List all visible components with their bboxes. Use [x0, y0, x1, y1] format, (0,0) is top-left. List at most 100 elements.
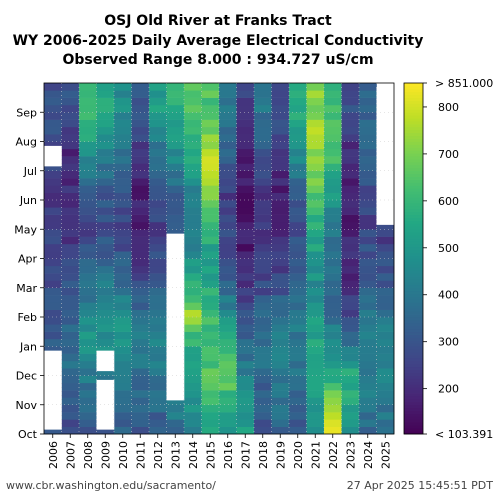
heatmap-cell [254, 97, 272, 106]
heatmap-cell [184, 221, 202, 230]
x-tick-label-2011: 2011 [134, 441, 147, 469]
heatmap-cell [149, 148, 167, 157]
x-tick-label-2024: 2024 [362, 441, 375, 469]
heatmap-cell [219, 309, 237, 318]
colorbar-segment [404, 159, 423, 163]
heatmap-cell [96, 90, 115, 98]
y-tick-label-nov: Nov [16, 399, 38, 412]
heatmap-cell [96, 97, 115, 106]
heatmap-cell [79, 324, 97, 332]
heatmap-cell [219, 192, 237, 201]
heatmap-cell [306, 331, 325, 340]
heatmap-cell [271, 404, 290, 413]
heatmap-cell [254, 295, 272, 303]
heatmap-cell [254, 221, 272, 230]
heatmap-cell [149, 295, 167, 303]
heatmap-cell [306, 382, 325, 391]
heatmap-cell [184, 390, 202, 398]
colorbar-segment [404, 132, 423, 137]
heatmap-cell [149, 324, 167, 332]
heatmap-cell [201, 265, 220, 274]
x-tick-label-2008: 2008 [82, 441, 95, 469]
heatmap-cell [166, 200, 185, 208]
heatmap-cell [114, 426, 132, 435]
heatmap-cell [201, 178, 220, 186]
heatmap-cell [324, 134, 342, 142]
heatmap-column-2017 [236, 83, 255, 435]
heatmap-cell [96, 280, 115, 289]
heatmap-column-2019 [271, 83, 290, 435]
heatmap-cell [166, 214, 185, 223]
heatmap-cell [166, 104, 185, 113]
heatmap-cell [341, 375, 360, 384]
heatmap-cell [359, 141, 377, 150]
heatmap-cell [271, 353, 290, 362]
heatmap-cell [341, 104, 360, 113]
x-tick-label-2016: 2016 [222, 441, 235, 469]
colorbar-segment [404, 366, 423, 371]
heatmap-cell [44, 97, 62, 106]
colorbar-segment [404, 164, 423, 169]
heatmap-cell [131, 368, 150, 376]
heatmap-cell [289, 178, 307, 186]
heatmap-cell [306, 390, 325, 398]
heatmap-cell [236, 258, 255, 267]
heatmap-cell [306, 353, 325, 362]
heatmap-cell [184, 156, 202, 164]
heatmap-cell [341, 214, 360, 223]
heatmap-cell [79, 83, 97, 91]
heatmap-cell [271, 178, 290, 186]
heatmap-cell [114, 331, 132, 340]
heatmap-cell [289, 317, 307, 325]
heatmap-cell [79, 265, 97, 274]
heatmap-cell [289, 353, 307, 362]
heatmap-cell [131, 170, 150, 179]
heatmap-cell [201, 258, 220, 267]
heatmap-cell [201, 236, 220, 245]
colorbar-tick-label: 200 [438, 383, 459, 396]
heatmap-cell [359, 214, 377, 223]
heatmap-cell [341, 178, 360, 186]
heatmap-cell [149, 265, 167, 274]
heatmap-cell [289, 404, 307, 413]
heatmap-cell [219, 331, 237, 340]
heatmap-cell [289, 112, 307, 120]
heatmap-column-2011 [131, 83, 150, 435]
heatmap-cell [131, 185, 150, 193]
heatmap-cell [149, 258, 167, 267]
heatmap-cell [61, 126, 80, 135]
colorbar-segment [404, 267, 423, 271]
heatmap-cell [376, 338, 395, 347]
heatmap-cell [61, 375, 80, 384]
heatmap-cell [184, 229, 202, 237]
heatmap-cell [166, 112, 185, 120]
heatmap-cell [44, 214, 62, 223]
heatmap-cell [376, 360, 395, 369]
heatmap-cell [149, 243, 167, 252]
heatmap-cell [131, 104, 150, 113]
heatmap-cell [96, 273, 115, 281]
heatmap-cell [79, 112, 97, 120]
colorbar-segment [404, 200, 423, 204]
colorbar-segment [404, 153, 423, 157]
heatmap-cell [219, 229, 237, 237]
x-tick-label-2025: 2025 [379, 441, 392, 469]
heatmap-cell [236, 302, 255, 310]
heatmap-cell [131, 412, 150, 420]
heatmap-cell [219, 426, 237, 435]
heatmap-cell [376, 412, 395, 420]
heatmap-cell [306, 178, 325, 186]
heatmap-cell [166, 119, 185, 128]
heatmap-cell [254, 280, 272, 289]
heatmap-cell [306, 317, 325, 325]
heatmap-cell [131, 236, 150, 245]
colorbar-segment [404, 357, 423, 362]
colorbar-segment [404, 349, 423, 353]
heatmap-cell [131, 273, 150, 281]
heatmap-cell [79, 338, 97, 347]
colorbar-tick-label: 700 [438, 148, 459, 161]
heatmap-cell [341, 309, 360, 318]
heatmap-cell [201, 338, 220, 347]
heatmap-cell [376, 346, 395, 354]
heatmap-cell [149, 134, 167, 142]
